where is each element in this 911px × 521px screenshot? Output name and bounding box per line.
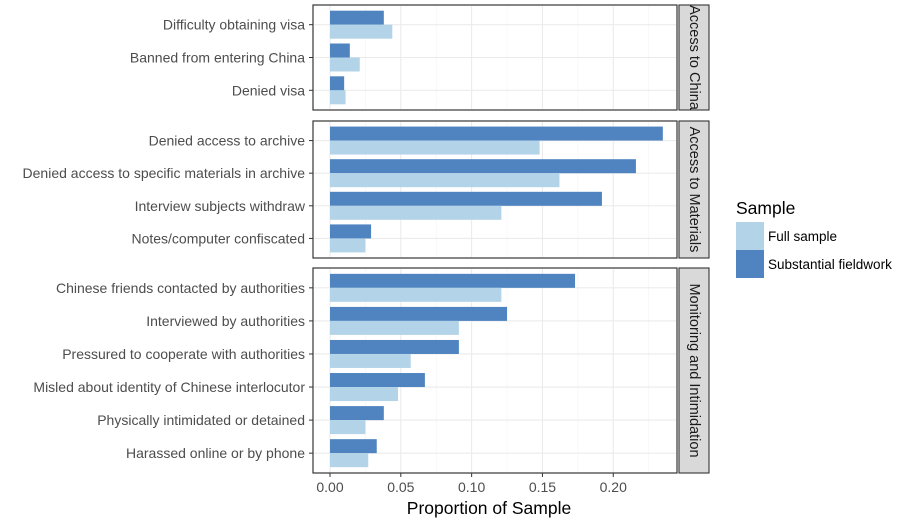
y-tick-label: Chinese friends contacted by authorities (56, 280, 305, 296)
x-tick-label: 0.20 (600, 479, 627, 495)
x-tick-label: 0.15 (529, 479, 556, 495)
bar-substantial-fieldwork (329, 126, 663, 141)
bar-substantial-fieldwork (329, 306, 508, 321)
bar-full-sample (329, 320, 459, 335)
y-tick-label: Interviewed by authorities (146, 313, 305, 329)
y-tick-label: Misled about identity of Chinese interlo… (33, 379, 305, 395)
x-tick-label: 0.00 (316, 479, 343, 495)
facet-panels: Difficulty obtaining visa Banned from ent… (23, 4, 710, 474)
bar-substantial-fieldwork (329, 339, 459, 354)
y-tick-label: Harassed online or by phone (126, 445, 305, 461)
y-tick-label: Denied visa (232, 82, 305, 98)
facet-panel: Chinese friends contacted by authorities… (33, 267, 710, 474)
x-tick-label: 0.05 (387, 479, 414, 495)
facet-panel: Denied access to archive Denied access to… (23, 120, 710, 259)
panel-background (312, 267, 678, 474)
x-axis-title: Proportion of Sample (407, 498, 571, 518)
bar-full-sample (329, 238, 366, 253)
bar-full-sample (329, 24, 393, 39)
y-tick-label: Interview subjects withdraw (135, 198, 306, 214)
bar-full-sample (329, 353, 411, 368)
facet-strip-label: Monitoring and Intimidation (686, 283, 702, 457)
bar-substantial-fieldwork (329, 406, 384, 421)
x-tick-label: 0.10 (458, 479, 485, 495)
y-tick-label: Notes/computer confiscated (131, 230, 305, 246)
bar-substantial-fieldwork (329, 191, 602, 206)
bar-full-sample (329, 287, 502, 302)
panel-border (312, 267, 678, 474)
bar-substantial-fieldwork (329, 159, 636, 174)
bar-full-sample (329, 57, 360, 72)
bar-full-sample (329, 90, 346, 105)
facet-strip (678, 4, 710, 111)
facet-strip-label: Access to Materials (686, 127, 702, 253)
legend: Sample Full sample Substantial fieldwork (736, 198, 892, 278)
bar-substantial-fieldwork (329, 373, 425, 388)
bar-full-sample (329, 453, 369, 468)
bar-substantial-fieldwork (329, 439, 377, 454)
bar-full-sample (329, 205, 502, 220)
bar-substantial-fieldwork (329, 273, 576, 288)
y-tick-label: Difficulty obtaining visa (163, 17, 305, 33)
panel-border (312, 4, 678, 111)
bar-substantial-fieldwork (329, 76, 345, 91)
facet-strip (678, 120, 710, 259)
bar-substantial-fieldwork (329, 10, 384, 25)
y-tick-label: Denied access to specific materials in a… (23, 165, 306, 181)
bar-full-sample (329, 173, 560, 188)
bar-full-sample (329, 140, 540, 155)
legend-label: Full sample (768, 229, 837, 244)
legend-label: Substantial fieldwork (768, 257, 892, 272)
y-tick-label: Denied access to archive (149, 133, 306, 149)
legend-key (736, 222, 764, 250)
panel-border (312, 120, 678, 259)
facet-panel: Difficulty obtaining visa Banned from ent… (130, 4, 710, 111)
facet-strip (678, 267, 710, 474)
legend-key (736, 250, 764, 278)
bar-substantial-fieldwork (329, 43, 350, 58)
x-axis: 0.00 0.05 0.10 0.15 0.20 (316, 473, 627, 495)
bar-full-sample (329, 387, 398, 402)
y-tick-label: Pressured to cooperate with authorities (62, 346, 305, 362)
legend-title: Sample (736, 198, 795, 218)
bar-full-sample (329, 420, 366, 435)
y-tick-label: Banned from entering China (130, 50, 305, 66)
facet-strip-label: Access to China (686, 5, 702, 111)
bar-substantial-fieldwork (329, 224, 372, 239)
y-tick-label: Physically intimidated or detained (97, 412, 305, 428)
